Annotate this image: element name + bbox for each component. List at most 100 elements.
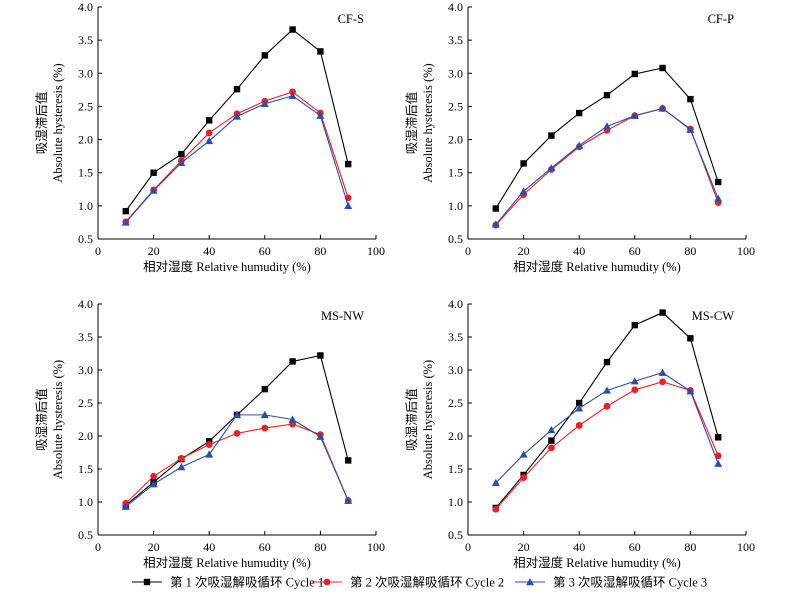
x-tick-label: 60 xyxy=(259,244,271,258)
data-point xyxy=(205,441,213,448)
data-point xyxy=(631,70,638,78)
y-tick-label: 3.0 xyxy=(448,363,463,377)
x-tick-label: 60 xyxy=(259,540,271,554)
data-point xyxy=(344,496,353,504)
legend-marker xyxy=(526,578,534,586)
x-tick-label: 20 xyxy=(148,244,160,258)
x-axis-title: 相对湿度 Relative humudity (%) xyxy=(513,259,681,274)
series-line xyxy=(495,311,719,509)
y-tick-label: 2.5 xyxy=(448,396,463,410)
data-point xyxy=(548,132,555,139)
data-point xyxy=(178,150,185,158)
y-tick-label: 3.0 xyxy=(78,66,93,80)
y-tick-label: 2.0 xyxy=(448,429,463,443)
data-point xyxy=(317,48,324,55)
y-tick-label: 1.0 xyxy=(448,199,463,213)
x-axis-title: 相对湿度 Relative humudity (%) xyxy=(143,259,311,274)
y-axis-title-cn: 吸湿滞后值 xyxy=(34,92,49,155)
y-axis-title-cn: 吸湿滞后值 xyxy=(404,92,419,155)
legend-label: 第 3 次吸湿解吸循环 Cycle 3 xyxy=(553,575,707,590)
series-cycle-2 xyxy=(122,420,352,507)
data-point xyxy=(631,321,638,329)
data-point xyxy=(686,387,695,395)
data-point xyxy=(233,112,241,120)
data-point xyxy=(149,480,158,488)
data-point xyxy=(317,352,324,359)
data-point xyxy=(205,136,214,145)
panel-cf-s: 0.5 1.0 1.5 2.0 2.5 3.0 3.5 4.0 0 20 40 60 80 100 相对湿度… xyxy=(34,0,385,274)
data-point xyxy=(603,358,611,366)
data-point xyxy=(178,455,185,462)
y-tick-label: 0.5 xyxy=(448,232,463,246)
y-tick-label: 4.0 xyxy=(78,297,93,311)
x-tick-label: 20 xyxy=(518,244,530,258)
x-tick-label: 80 xyxy=(314,244,326,258)
data-point xyxy=(344,201,353,210)
data-point xyxy=(519,187,528,195)
y-tick-label: 2.5 xyxy=(448,99,463,113)
x-tick-label: 40 xyxy=(203,540,215,554)
y-tick-label: 2.5 xyxy=(78,396,93,410)
panel-ms-nw: 0.5 1.0 1.5 2.0 2.5 3.0 3.5 4.0 0 20 40 60 80 100 相对湿度… xyxy=(34,297,385,570)
series-cycle-2 xyxy=(122,88,352,226)
y-axis-title-en: Absolute hysteresis (%) xyxy=(51,360,65,479)
data-point xyxy=(575,422,583,429)
data-point xyxy=(687,335,694,342)
x-tick-label: 0 xyxy=(95,244,101,258)
y-axis-title-en: Absolute hysteresis (%) xyxy=(51,63,65,182)
data-point xyxy=(345,457,352,464)
series-cycle-3 xyxy=(491,104,723,228)
data-point xyxy=(548,444,555,452)
series-cycle-3 xyxy=(121,91,353,226)
data-point xyxy=(492,205,499,212)
legend-label: 第 1 次吸湿解吸循环 Cycle 1 xyxy=(170,575,324,590)
data-point xyxy=(659,64,666,72)
y-tick-label: 1.0 xyxy=(448,495,463,509)
x-axis-title: 相对湿度 Relative humudity (%) xyxy=(143,555,311,570)
data-point xyxy=(658,368,667,376)
y-axis-title-cn: 吸湿滞后值 xyxy=(404,388,419,451)
legend-item-cycle-2: 第 2 次吸湿解吸循环 Cycle 2 xyxy=(312,575,504,590)
data-point xyxy=(149,186,158,194)
y-axis-title-en: Absolute hysteresis (%) xyxy=(421,63,435,182)
data-point xyxy=(715,178,722,186)
series-cycle-1 xyxy=(492,64,722,212)
legend-marker xyxy=(143,578,151,586)
data-point xyxy=(630,377,639,385)
y-tick-label: 3.0 xyxy=(448,66,463,80)
legend-item-cycle-3: 第 3 次吸湿解吸循环 Cycle 3 xyxy=(515,575,707,590)
data-point xyxy=(122,207,129,215)
x-tick-label: 40 xyxy=(203,244,215,258)
x-tick-label: 80 xyxy=(684,540,696,554)
data-point xyxy=(658,104,667,112)
data-point xyxy=(547,426,556,434)
x-tick-label: 100 xyxy=(737,244,755,258)
data-point xyxy=(345,160,352,168)
data-point xyxy=(233,85,241,93)
y-tick-label: 4.0 xyxy=(78,0,93,14)
data-point xyxy=(519,450,528,458)
y-tick-label: 1.5 xyxy=(448,462,463,476)
data-point xyxy=(150,472,158,480)
data-point xyxy=(576,109,583,117)
data-point xyxy=(205,450,214,458)
data-point xyxy=(630,111,639,119)
y-tick-label: 1.5 xyxy=(448,166,463,180)
series-line xyxy=(125,414,349,508)
data-point xyxy=(260,99,269,107)
series-cycle-1 xyxy=(492,309,722,512)
legend-item-cycle-1: 第 1 次吸湿解吸循环 Cycle 1 xyxy=(132,575,324,590)
data-point xyxy=(121,502,130,510)
panel-ms-cw: 0.5 1.0 1.5 2.0 2.5 3.0 3.5 4.0 0 20 40 60 80 100 相对湿度… xyxy=(404,297,755,570)
y-tick-label: 3.5 xyxy=(448,33,463,47)
data-point xyxy=(316,432,325,440)
series-line xyxy=(495,67,719,209)
data-point xyxy=(631,386,639,394)
data-point xyxy=(547,164,556,172)
data-point xyxy=(288,415,297,423)
y-tick-label: 3.0 xyxy=(78,363,93,377)
data-point xyxy=(576,399,583,407)
x-tick-label: 100 xyxy=(367,244,385,258)
data-point xyxy=(492,505,500,513)
data-point xyxy=(714,459,723,467)
